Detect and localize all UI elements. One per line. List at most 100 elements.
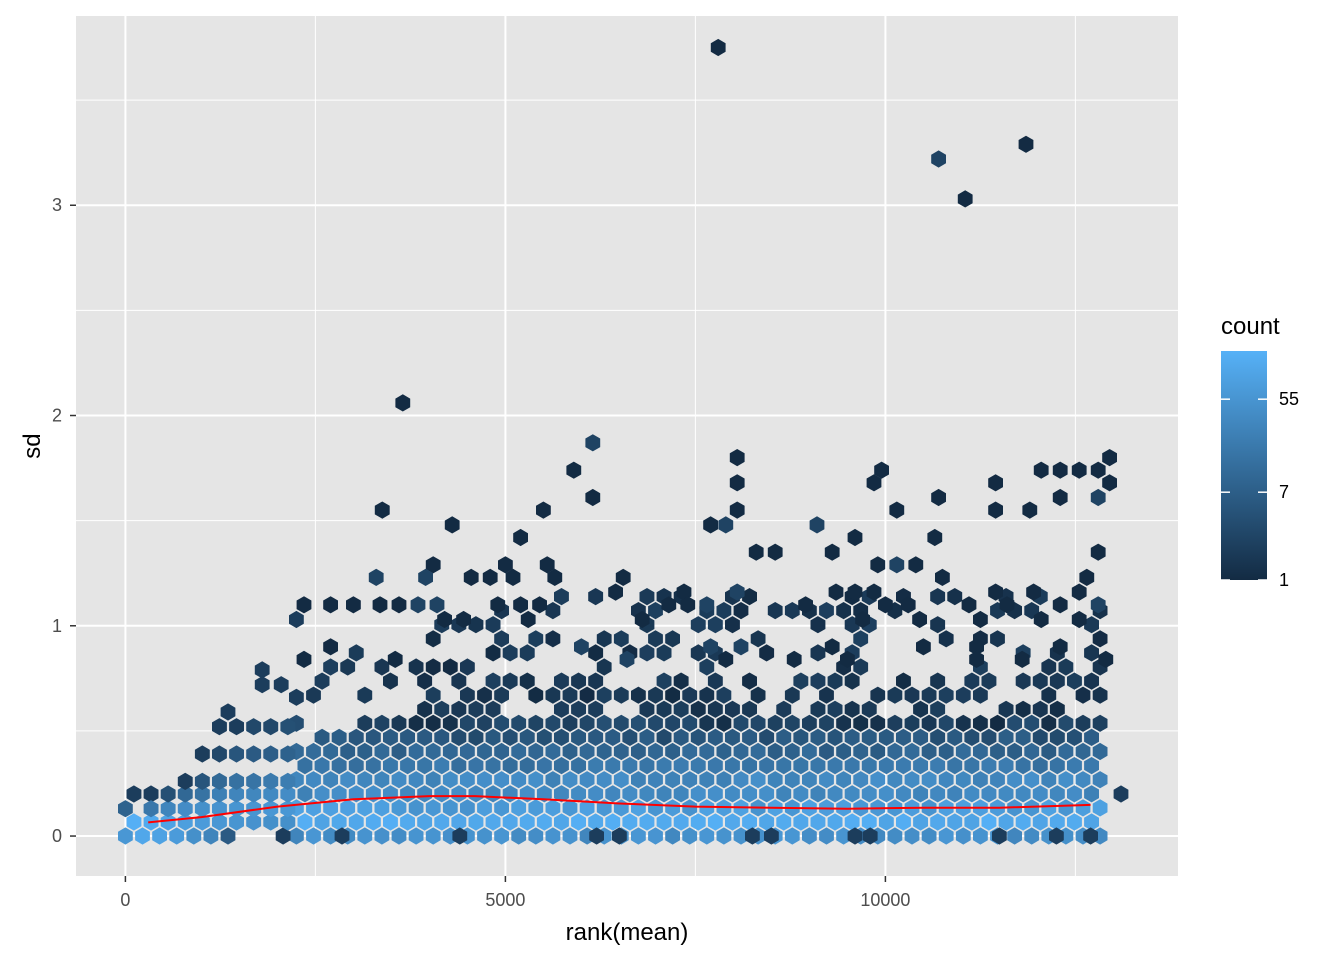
hexbin-cell <box>1092 686 1108 704</box>
hexbin-cell <box>622 728 638 746</box>
hexbin-cell <box>699 742 715 761</box>
hexbin-cell <box>1058 742 1074 761</box>
hexbin-cell <box>579 686 595 704</box>
hexbin-cell <box>844 757 860 775</box>
hexbin-cell <box>374 771 390 789</box>
hexbin-cell <box>400 728 415 746</box>
hexbin-cell <box>1049 757 1065 775</box>
hexbin-cell <box>836 602 851 620</box>
hexbin-cell <box>519 813 535 831</box>
hexbin-cell <box>1015 813 1031 831</box>
hexbin-cell <box>340 658 356 676</box>
hexbin-cell <box>707 616 723 634</box>
hexbin-cell <box>160 785 176 803</box>
hexbin-cell <box>656 813 672 831</box>
hexbin-cell <box>143 800 159 818</box>
hexbin-cell <box>562 827 578 845</box>
hexbin-cell <box>596 630 612 648</box>
hexbin-cell <box>340 771 356 789</box>
hexbin-cell <box>391 596 407 614</box>
hexbin-cell <box>656 757 672 775</box>
hexbin-cell <box>998 728 1014 746</box>
hexbin-cell <box>827 672 843 690</box>
hexbin-cell <box>1024 714 1040 732</box>
hexbin-cell <box>613 742 629 761</box>
hexbin-cell <box>417 757 433 775</box>
hexbin-cell <box>665 827 680 845</box>
hexbin-cell <box>699 714 715 732</box>
hexbin-cell <box>665 742 680 761</box>
hexbin-cell <box>810 616 826 634</box>
hexbin-cell <box>998 785 1014 803</box>
hexbin-cell <box>613 714 629 732</box>
hexbin-cell <box>699 686 715 704</box>
hexbin-cell <box>639 813 655 831</box>
hexbin-cell <box>417 728 433 746</box>
hexbin-cell <box>1092 742 1108 761</box>
hexbin-cell <box>374 827 390 845</box>
hexbin-cell <box>368 568 384 586</box>
hexbin-cell <box>263 813 279 831</box>
hexbin-cell <box>589 827 604 845</box>
hexbin-cell <box>456 610 471 629</box>
hexbin-cell <box>648 827 663 845</box>
hexbin-cell <box>896 813 911 831</box>
hexbin-cell <box>579 771 595 789</box>
hexbin-cell <box>1032 672 1048 690</box>
hexbin-cell <box>802 771 817 789</box>
hexbin-cell <box>973 742 988 761</box>
hexbin-cell <box>1018 135 1034 153</box>
hexbin-cell <box>574 638 589 656</box>
hexbin-cell <box>703 516 718 534</box>
hexbin-cell <box>331 757 347 775</box>
hexbin-cell <box>463 568 479 586</box>
hexbin-cell <box>126 785 142 803</box>
hexbin-cell <box>729 583 745 601</box>
hexbin-cell <box>1075 799 1091 817</box>
hexbin-cell <box>742 728 757 746</box>
hexbin-cell <box>639 700 655 718</box>
hexbin-cell <box>374 714 390 732</box>
hexbin-cell <box>648 686 663 704</box>
hexbin-cell <box>400 813 415 831</box>
hexbin-cell <box>562 742 578 761</box>
hexbin-cell <box>682 686 698 704</box>
hexbin-cell <box>511 771 527 789</box>
hexbin-cell <box>930 813 946 831</box>
y-tick-label: 0 <box>52 826 62 846</box>
hexbin-cell <box>931 150 946 168</box>
hexbin-cell <box>383 757 398 775</box>
hexbin-cell <box>536 785 552 803</box>
hexbin-cell <box>648 771 663 789</box>
hexbin-cell <box>889 556 905 574</box>
hexbin-cell <box>391 742 407 761</box>
hexbin-cell <box>468 700 484 718</box>
hexbin-cell <box>1015 700 1031 718</box>
hexbin-cell <box>870 771 886 789</box>
hexbin-cell <box>861 785 877 803</box>
hexbin-cell <box>1041 658 1057 676</box>
hexbin-cell <box>451 757 467 775</box>
hexbin-cell <box>957 190 973 208</box>
hexbin-cell <box>280 772 296 790</box>
hexbin-cell <box>528 630 544 648</box>
hexbin-cell <box>973 771 988 789</box>
hexbin-cell <box>665 686 680 704</box>
hexbin-cell <box>784 827 800 845</box>
hexbin-cell <box>639 785 655 803</box>
hexbin-cell <box>656 728 672 746</box>
hexbin-cell <box>1084 785 1099 803</box>
hexbin-cell <box>212 785 227 803</box>
hexbin-cell <box>246 800 262 818</box>
hexbin-cell <box>494 630 509 648</box>
hexbin-cell <box>391 714 407 732</box>
hexbin-cell <box>160 813 176 831</box>
hexbin-cell <box>921 771 937 789</box>
hexbin-cell <box>656 785 672 803</box>
hexbin-cell <box>904 771 920 789</box>
hexbin-cell <box>887 742 903 761</box>
hexbin-cell <box>536 757 552 775</box>
hexbin-cell <box>745 827 760 845</box>
hexbin-cell <box>571 785 586 803</box>
